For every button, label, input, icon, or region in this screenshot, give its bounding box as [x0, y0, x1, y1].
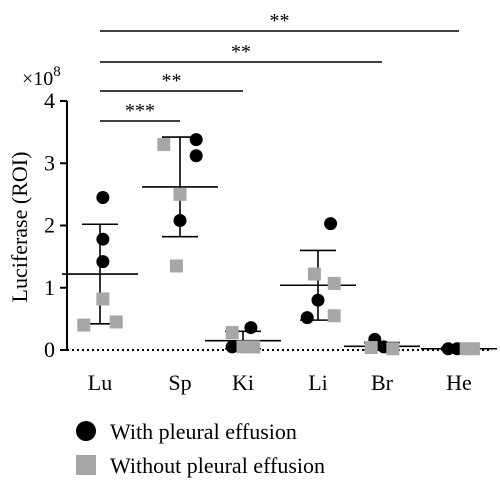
legend: With pleural effusion Without pleural eff… — [76, 419, 325, 478]
data-point-circle — [441, 342, 455, 356]
data-point-circle — [189, 133, 203, 147]
data-point-circle — [311, 293, 325, 307]
data-point-circle — [244, 321, 258, 335]
data-point-square — [247, 340, 261, 354]
legend-marker-circle — [76, 421, 96, 441]
data-point-square — [327, 276, 341, 290]
y-multiplier: ×108 — [22, 64, 61, 90]
data-point-square — [109, 315, 123, 329]
data-point-square — [77, 318, 91, 332]
y-tick-label: 1 — [44, 275, 55, 300]
significance-label: ** — [231, 41, 251, 63]
data-point-square — [173, 187, 187, 201]
data-point-square — [327, 309, 341, 323]
x-tick-label: Li — [308, 370, 328, 395]
y-axis: ×108 Luciferase (ROI) 0 1 2 3 4 — [7, 64, 492, 362]
data-point-circle — [324, 217, 338, 231]
data-point-circle — [96, 190, 110, 204]
x-tick-label: Sp — [168, 370, 191, 395]
legend-marker-square — [76, 455, 96, 475]
data-point-circle — [300, 311, 314, 325]
significance-label: ** — [270, 10, 290, 32]
data-point-square — [169, 259, 183, 273]
data-point-circle — [225, 340, 239, 354]
y-axis-title: Luciferase (ROI) — [7, 152, 32, 303]
point-layer — [77, 133, 480, 356]
data-point-circle — [96, 232, 110, 246]
data-point-square — [157, 138, 171, 152]
error-bar-layer — [62, 136, 497, 351]
y-tick-label: 0 — [44, 337, 55, 362]
y-tick-label: 4 — [44, 88, 55, 113]
data-point-circle — [96, 255, 110, 269]
significance-label: *** — [125, 100, 155, 122]
data-point-circle — [189, 149, 203, 163]
x-tick-label: Lu — [88, 370, 112, 395]
legend-label: With pleural effusion — [110, 419, 297, 444]
data-point-square — [96, 292, 110, 306]
data-point-circle — [173, 214, 187, 228]
data-point-square — [225, 326, 239, 340]
data-point-square — [466, 342, 480, 356]
x-tick-label: Br — [371, 370, 394, 395]
significance-label: ** — [162, 70, 182, 92]
y-tick-label: 2 — [44, 213, 55, 238]
legend-label: Without pleural effusion — [110, 453, 325, 478]
data-point-square — [386, 342, 400, 356]
data-point-square — [236, 340, 250, 354]
x-tick-label: Ki — [232, 370, 254, 395]
data-point-square — [364, 341, 378, 355]
x-axis: Lu Sp Ki Li Br He — [88, 370, 472, 395]
data-point-square — [307, 267, 321, 281]
y-tick-label: 3 — [44, 150, 55, 175]
x-tick-label: He — [446, 370, 472, 395]
significance-layer: ********* — [100, 10, 459, 122]
